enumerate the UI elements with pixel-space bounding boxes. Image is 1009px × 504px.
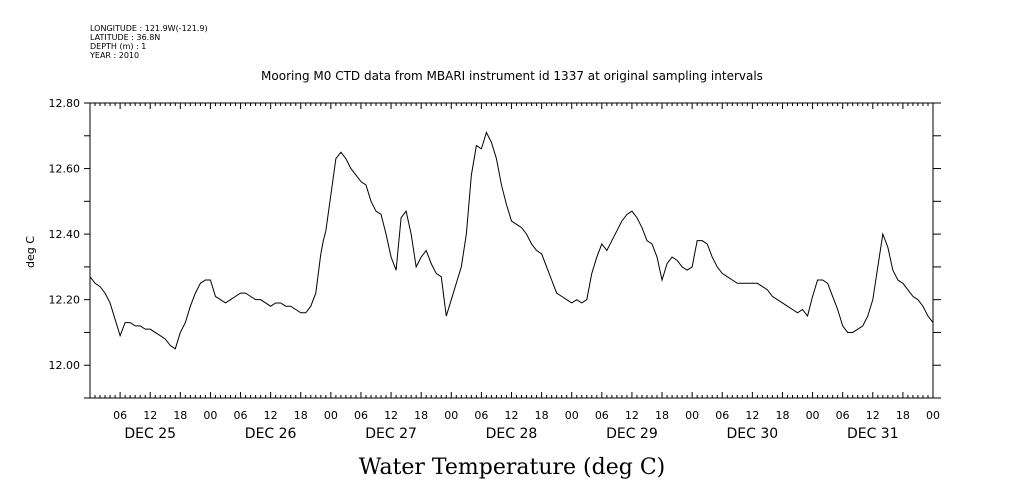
x-tick-label: 18 <box>775 409 789 422</box>
x-tick-label: 06 <box>474 409 488 422</box>
x-tick-label: 12 <box>745 409 759 422</box>
x-tick-label: 12 <box>625 409 639 422</box>
x-tick-label: 12 <box>505 409 519 422</box>
x-tick-label: 18 <box>173 409 187 422</box>
x-tick-label: 18 <box>655 409 669 422</box>
meta-year: YEAR : 2010 <box>89 51 139 60</box>
x-tick-label: 00 <box>444 409 458 422</box>
meta-longitude: LONGITUDE : 121.9W(-121.9) <box>90 24 208 33</box>
water-temperature-line <box>89 131 934 350</box>
x-axis-title: Water Temperature (deg C) <box>359 455 666 480</box>
x-tick-label: 18 <box>896 409 910 422</box>
x-tick-label: 12 <box>143 409 157 422</box>
day-labels: DEC 25 DEC 26 DEC 27 DEC 28 DEC 29 DEC 30 DEC … <box>124 426 898 442</box>
x-tick-label: 06 <box>836 409 850 422</box>
x-tick-label: 00 <box>806 409 820 422</box>
x-tick-label: 00 <box>324 409 338 422</box>
y-tick-label: 12.40 <box>49 228 81 241</box>
y-tick-label: 12.60 <box>49 163 81 176</box>
metadata-block: LONGITUDE : 121.9W(-121.9) LATITUDE : 36… <box>89 24 208 60</box>
day-label: DEC 26 <box>245 426 297 442</box>
x-tick-label: 06 <box>354 409 368 422</box>
axis-ticks <box>84 102 941 399</box>
day-label: DEC 29 <box>606 426 658 442</box>
x-tick-label: 00 <box>565 409 579 422</box>
x-tick-label: 12 <box>264 409 278 422</box>
day-label: DEC 30 <box>727 426 779 442</box>
x-tick-label: 06 <box>595 409 609 422</box>
day-label: DEC 28 <box>486 426 538 442</box>
meta-latitude: LATITUDE : 36.8N <box>90 33 160 42</box>
y-tick-label: 12.20 <box>49 294 81 307</box>
x-tick-labels: 06 12 18 00 06 12 18 00 06 12 18 00 06 12 18 00 06 12 18 00… <box>113 409 940 422</box>
y-tick-labels: 12.00 12.20 12.40 12.60 12.80 <box>49 97 81 372</box>
x-tick-label: 18 <box>414 409 428 422</box>
y-tick-label: 12.00 <box>49 359 81 372</box>
x-tick-label: 12 <box>866 409 880 422</box>
x-tick-label: 06 <box>715 409 729 422</box>
x-tick-label: 12 <box>384 409 398 422</box>
chart-title: Mooring M0 CTD data from MBARI instrumen… <box>261 69 763 83</box>
day-label: DEC 27 <box>365 426 417 442</box>
x-tick-label: 18 <box>535 409 549 422</box>
x-tick-label: 00 <box>926 409 940 422</box>
y-tick-label: 12.80 <box>49 97 81 110</box>
x-tick-label: 00 <box>685 409 699 422</box>
x-tick-label: 18 <box>294 409 308 422</box>
day-label: DEC 25 <box>124 426 176 442</box>
x-tick-label: 06 <box>113 409 127 422</box>
plot-frame <box>89 102 934 399</box>
y-axis-label: deg C <box>24 236 37 268</box>
day-label: DEC 31 <box>847 426 899 442</box>
x-tick-label: 00 <box>203 409 217 422</box>
x-tick-label: 06 <box>234 409 248 422</box>
meta-depth: DEPTH (m) : 1 <box>90 42 146 51</box>
